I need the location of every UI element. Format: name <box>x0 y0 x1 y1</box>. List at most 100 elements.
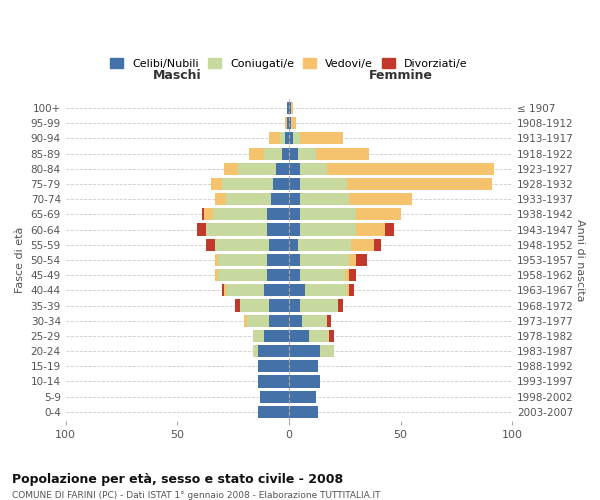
Bar <box>316 148 370 160</box>
Bar <box>284 117 287 130</box>
Bar <box>274 178 289 190</box>
Bar <box>222 178 274 190</box>
Text: Femmine: Femmine <box>368 69 433 82</box>
Bar <box>289 390 316 402</box>
Bar <box>349 269 356 281</box>
Bar <box>265 284 289 296</box>
Bar <box>347 284 349 296</box>
Bar <box>258 376 289 388</box>
Bar <box>300 300 338 312</box>
Bar <box>266 208 289 220</box>
Bar <box>289 360 318 372</box>
Bar <box>197 224 206 235</box>
Bar <box>253 345 258 357</box>
Bar <box>224 284 226 296</box>
Bar <box>215 254 218 266</box>
Bar <box>253 330 265 342</box>
Text: Popolazione per età, sesso e stato civile - 2008: Popolazione per età, sesso e stato civil… <box>12 472 343 486</box>
Bar <box>300 178 347 190</box>
Bar <box>289 117 291 130</box>
Bar <box>289 269 300 281</box>
Bar <box>289 102 291 114</box>
Bar <box>289 284 305 296</box>
Bar <box>218 254 266 266</box>
Bar <box>289 330 309 342</box>
Y-axis label: Fasce di età: Fasce di età <box>15 226 25 293</box>
Bar <box>287 102 289 114</box>
Bar <box>269 238 289 251</box>
Bar <box>298 148 316 160</box>
Bar <box>222 284 224 296</box>
Bar <box>289 193 300 205</box>
Bar <box>356 224 385 235</box>
Bar <box>269 300 289 312</box>
Bar <box>356 208 401 220</box>
Bar <box>226 284 265 296</box>
Bar <box>240 300 269 312</box>
Bar <box>235 300 240 312</box>
Text: Maschi: Maschi <box>153 69 202 82</box>
Bar <box>266 254 289 266</box>
Bar <box>215 269 218 281</box>
Bar <box>356 254 367 266</box>
Bar <box>289 345 320 357</box>
Bar <box>327 162 494 175</box>
Bar <box>338 300 343 312</box>
Bar <box>291 117 296 130</box>
Bar <box>244 314 247 327</box>
Bar <box>352 238 374 251</box>
Bar <box>206 224 266 235</box>
Bar <box>349 284 354 296</box>
Bar <box>293 132 300 144</box>
Bar <box>247 314 269 327</box>
Bar <box>300 254 349 266</box>
Bar <box>260 390 289 402</box>
Bar <box>374 238 380 251</box>
Bar <box>269 132 280 144</box>
Bar <box>238 162 275 175</box>
Bar <box>349 254 356 266</box>
Bar <box>218 269 266 281</box>
Bar <box>226 193 271 205</box>
Bar <box>349 193 412 205</box>
Bar <box>266 224 289 235</box>
Bar <box>289 224 300 235</box>
Bar <box>265 330 289 342</box>
Bar <box>298 238 352 251</box>
Bar <box>271 193 289 205</box>
Bar <box>329 330 334 342</box>
Bar <box>266 269 289 281</box>
Bar <box>275 162 289 175</box>
Y-axis label: Anni di nascita: Anni di nascita <box>575 218 585 301</box>
Bar <box>289 132 293 144</box>
Bar <box>206 238 215 251</box>
Bar <box>224 162 238 175</box>
Bar <box>204 208 213 220</box>
Bar <box>300 162 327 175</box>
Bar <box>289 162 300 175</box>
Bar <box>289 148 298 160</box>
Bar <box>300 193 349 205</box>
Bar <box>215 193 226 205</box>
Bar <box>289 300 300 312</box>
Bar <box>291 102 293 114</box>
Bar <box>289 238 298 251</box>
Bar <box>284 132 289 144</box>
Bar <box>347 178 492 190</box>
Bar <box>289 376 320 388</box>
Bar <box>289 254 300 266</box>
Bar <box>300 208 356 220</box>
Bar <box>385 224 394 235</box>
Bar <box>309 330 329 342</box>
Bar <box>258 345 289 357</box>
Bar <box>320 345 334 357</box>
Bar <box>282 148 289 160</box>
Bar <box>289 406 318 418</box>
Bar <box>258 406 289 418</box>
Bar <box>302 314 327 327</box>
Bar <box>269 314 289 327</box>
Legend: Celibi/Nubili, Coniugati/e, Vedovi/e, Divorziati/e: Celibi/Nubili, Coniugati/e, Vedovi/e, Di… <box>106 54 472 74</box>
Bar <box>258 360 289 372</box>
Bar <box>305 284 347 296</box>
Bar <box>300 132 343 144</box>
